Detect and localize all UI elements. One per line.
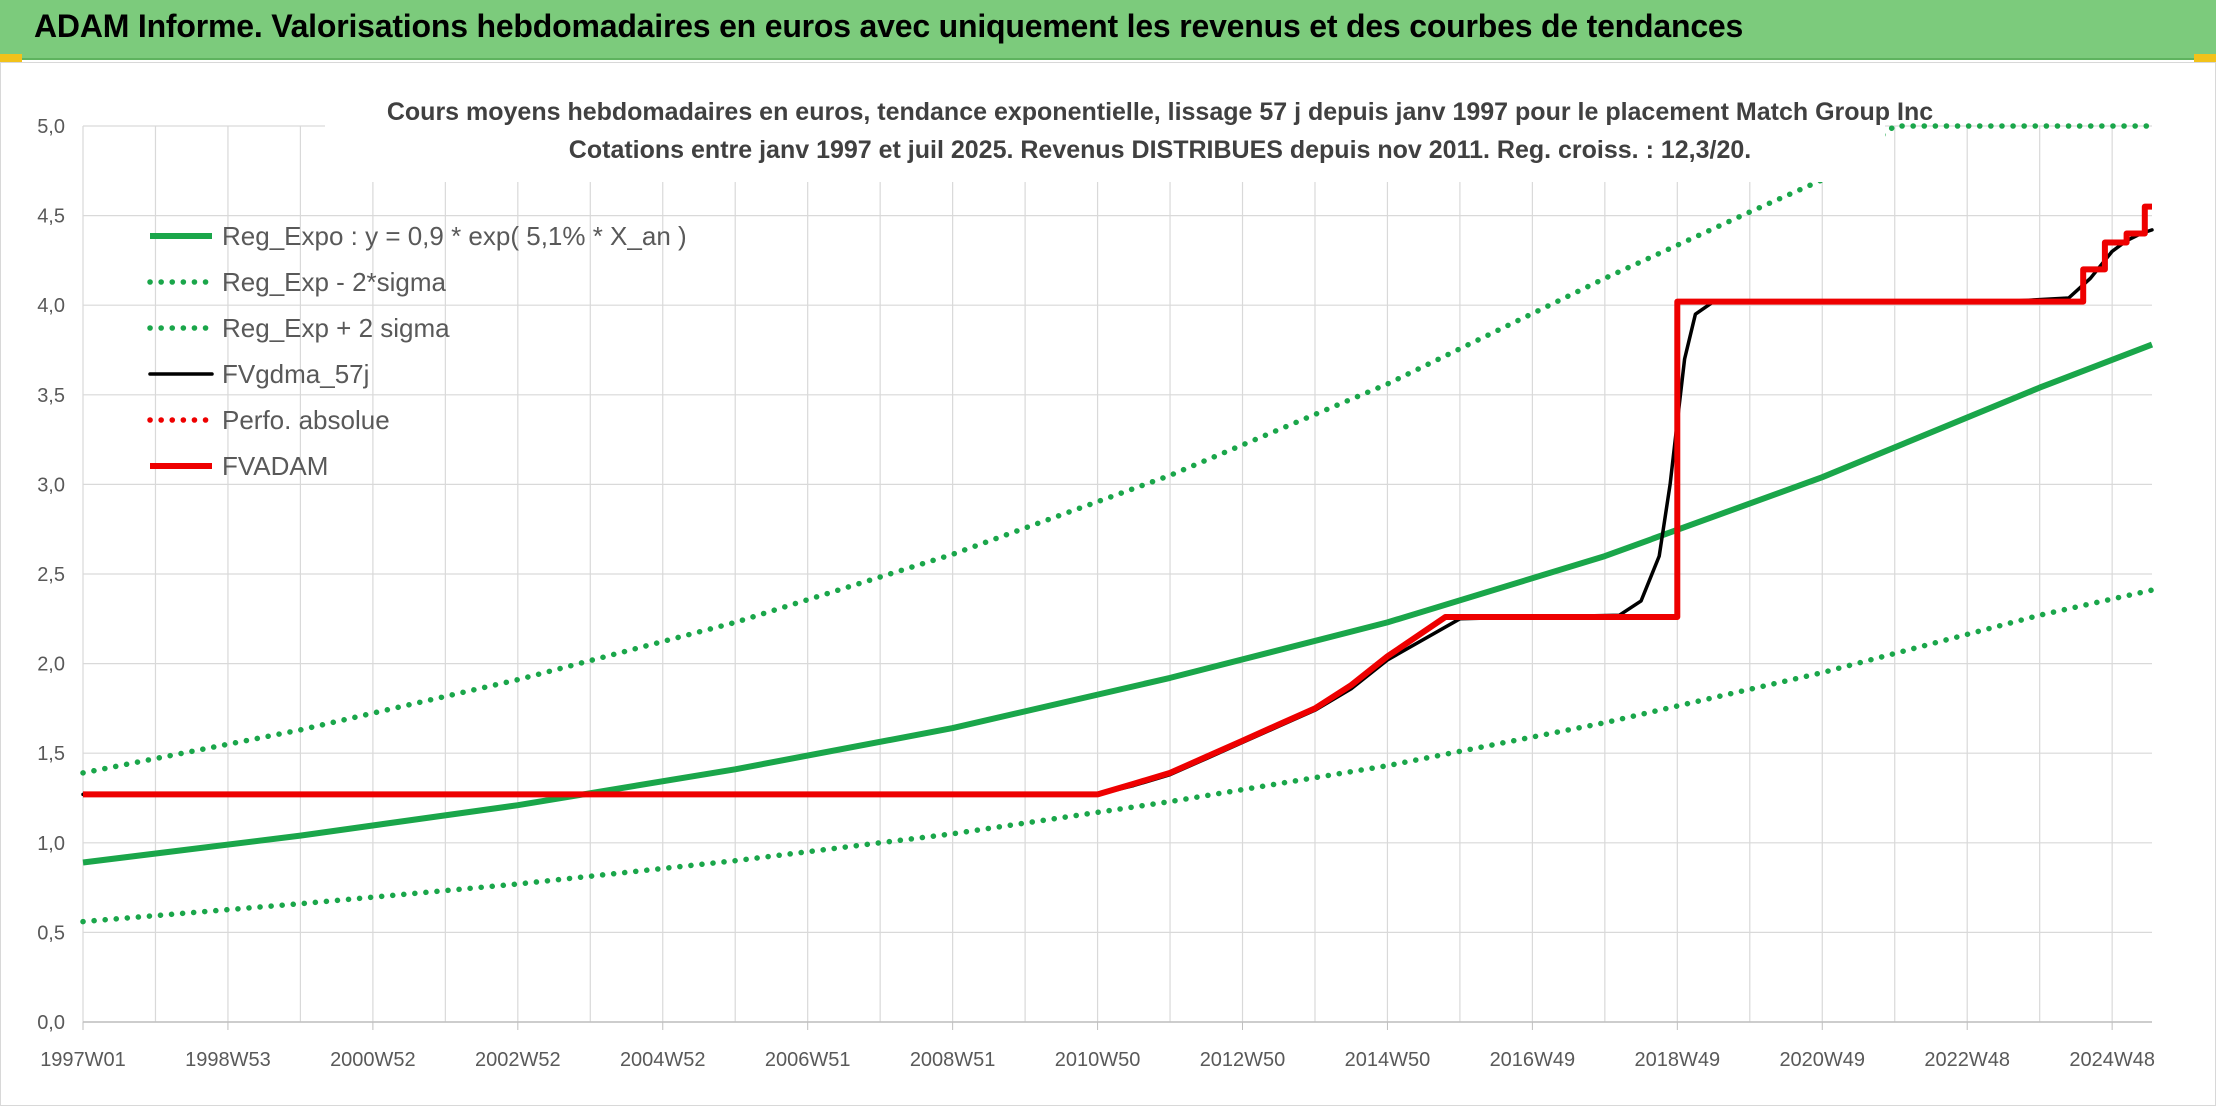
- x-tick-label: 2018W49: [1635, 1049, 1721, 1071]
- x-tick-label: 2020W49: [1779, 1049, 1865, 1071]
- x-tick-label: 2022W48: [1924, 1049, 2010, 1071]
- legend-entry: Reg_Expo : y = 0,9 * exp( 5,1% * X_an ): [222, 221, 687, 251]
- legend-entry: Reg_Exp - 2*sigma: [222, 267, 447, 297]
- x-tick-label: 2006W51: [765, 1049, 851, 1071]
- y-tick-label: 3,0: [37, 474, 65, 496]
- y-tick-label: 4,0: [37, 295, 65, 317]
- chart-title: Cours moyens hebdomadaires en euros, ten…: [325, 90, 1933, 182]
- y-tick-label: 1,0: [37, 833, 65, 855]
- gridlines: [82, 125, 2152, 1023]
- corner-marker-left: [0, 54, 22, 62]
- x-tick-label: 1997W01: [40, 1049, 126, 1071]
- x-tick-label: 2012W50: [1200, 1049, 1286, 1071]
- x-tick-label: 2016W49: [1490, 1049, 1576, 1071]
- series-line-0: [82, 341, 2154, 866]
- x-tick-label: 1998W53: [185, 1049, 271, 1071]
- legend-entry: Reg_Exp + 2 sigma: [222, 313, 450, 343]
- chart-legend: Reg_Expo : y = 0,9 * exp( 5,1% * X_an ) R…: [147, 221, 687, 481]
- chart-title-line: Cours moyens hebdomadaires en euros, ten…: [387, 98, 1933, 126]
- series-line-1: [80, 587, 2155, 925]
- x-tick-label: 2000W52: [330, 1049, 416, 1071]
- chart-title-line: Cotations entre janv 1997 et juil 2025. …: [569, 136, 1751, 164]
- y-tick-label: 2,5: [37, 564, 65, 586]
- y-tick-label: 0,5: [37, 922, 65, 944]
- x-tick-label: 2010W50: [1055, 1049, 1141, 1071]
- legend-entry: FVADAM: [222, 451, 328, 481]
- y-tick-label: 0,0: [37, 1012, 65, 1034]
- y-tick-label: 5,0: [37, 116, 65, 138]
- series-line-5: [83, 203, 2152, 798]
- x-tick-label: 2004W52: [620, 1049, 706, 1071]
- x-tick-label: 2024W48: [2069, 1049, 2155, 1071]
- legend-entry: Perfo. absolue: [222, 405, 390, 435]
- corner-marker-right: [2194, 54, 2216, 62]
- x-tick-label: 2008W51: [910, 1049, 996, 1071]
- axes: 0,0 0,5 1,0 1,5 2,0 2,5 3,0 3,5 4,0 4,5 5,0 1997W01…: [37, 116, 2155, 1071]
- x-tick-label: 2002W52: [475, 1049, 561, 1071]
- report-banner: ADAM Informe. Valorisations hebdomadaire…: [0, 0, 2216, 60]
- report-title: ADAM Informe. Valorisations hebdomadaire…: [34, 8, 1744, 44]
- y-tick-label: 1,5: [37, 743, 65, 765]
- y-tick-label: 2,0: [37, 654, 65, 676]
- series-lines: [80, 123, 2155, 925]
- x-tick-label: 2014W50: [1345, 1049, 1431, 1071]
- legend-entry: FVgdma_57j: [222, 359, 369, 389]
- chart-title-bg: [325, 90, 1885, 182]
- y-tick-label: 4,5: [37, 206, 65, 228]
- y-tick-label: 3,5: [37, 385, 65, 407]
